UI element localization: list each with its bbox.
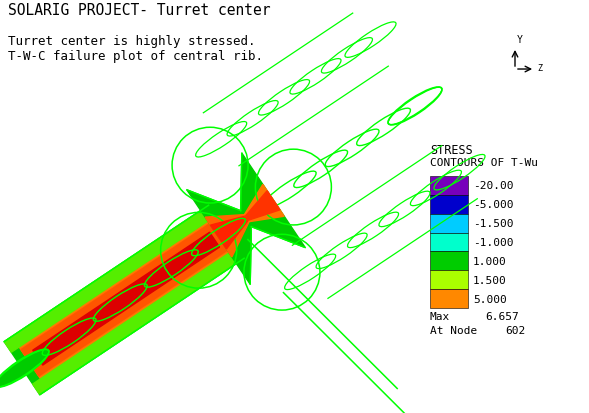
Text: -1.000: -1.000 <box>473 238 514 248</box>
Bar <box>430 290 468 309</box>
Ellipse shape <box>0 349 49 387</box>
Text: Y: Y <box>517 35 523 45</box>
Text: STRESS: STRESS <box>430 144 473 157</box>
Bar <box>430 214 468 233</box>
Polygon shape <box>33 232 220 365</box>
Polygon shape <box>4 205 216 352</box>
Text: -20.00: -20.00 <box>473 181 514 191</box>
Bar <box>430 233 468 252</box>
Text: T-W-C failure plot of central rib.: T-W-C failure plot of central rib. <box>8 50 263 63</box>
Bar <box>430 252 468 271</box>
Text: -5.000: -5.000 <box>473 200 514 210</box>
Text: 1.000: 1.000 <box>473 257 507 267</box>
Text: 6.657: 6.657 <box>485 312 519 322</box>
Text: 1.500: 1.500 <box>473 276 507 286</box>
Text: SOLARIG PROJECT- Turret center: SOLARIG PROJECT- Turret center <box>8 3 270 18</box>
Text: At Node: At Node <box>430 326 477 336</box>
Polygon shape <box>4 205 244 395</box>
Bar <box>430 195 468 214</box>
Text: Z: Z <box>537 64 542 73</box>
Bar <box>430 176 468 195</box>
Text: Turret center is highly stressed.: Turret center is highly stressed. <box>8 35 256 48</box>
Polygon shape <box>187 190 252 284</box>
Text: -1.500: -1.500 <box>473 219 514 229</box>
Polygon shape <box>210 216 247 249</box>
Polygon shape <box>244 184 284 222</box>
Polygon shape <box>241 153 305 247</box>
Ellipse shape <box>388 87 442 125</box>
Polygon shape <box>21 221 231 376</box>
Bar <box>430 271 468 290</box>
Text: 602: 602 <box>505 326 525 336</box>
Polygon shape <box>244 191 280 221</box>
Text: Max: Max <box>430 312 450 322</box>
Polygon shape <box>32 248 244 395</box>
Polygon shape <box>16 214 236 383</box>
Polygon shape <box>205 215 249 257</box>
Text: 5.000: 5.000 <box>473 295 507 305</box>
Text: CONTOURS OF T-Wu: CONTOURS OF T-Wu <box>430 158 538 168</box>
